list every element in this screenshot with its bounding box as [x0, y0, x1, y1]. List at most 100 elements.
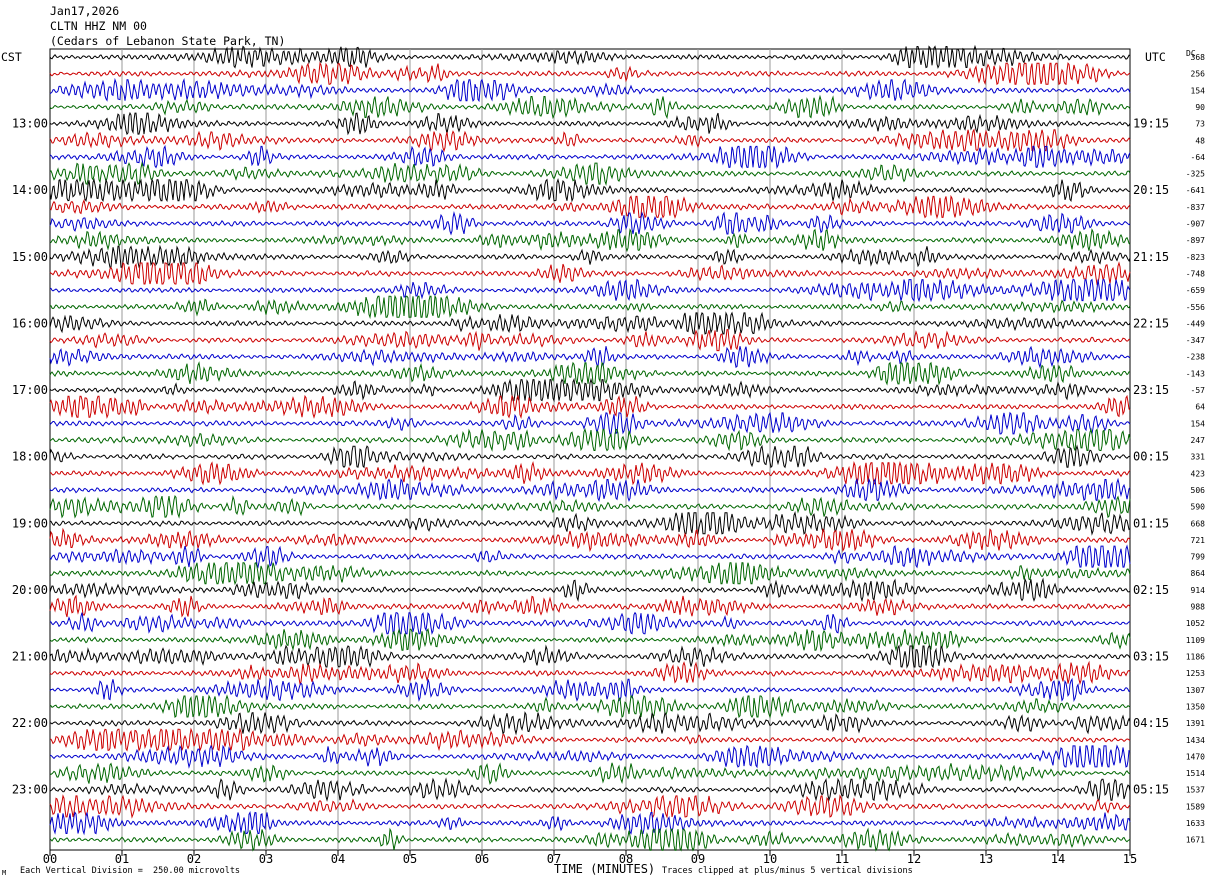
- seismic-trace: [49, 44, 1131, 69]
- dc-offset-label: 988: [1191, 603, 1206, 612]
- dc-offset-label: -641: [1186, 186, 1205, 195]
- seismic-trace: [49, 194, 1131, 220]
- x-tick-label: 03: [259, 852, 273, 866]
- x-tick-label: 11: [835, 852, 849, 866]
- right-hour-label: 02:15: [1133, 583, 1169, 597]
- seismic-trace: [50, 727, 1131, 753]
- dc-offset-label: 1186: [1186, 652, 1205, 661]
- seismic-trace: [49, 144, 1131, 170]
- left-hour-label: 14:00: [12, 183, 48, 197]
- dc-offset-label: 914: [1191, 586, 1206, 595]
- dc-offset-label: 506: [1191, 486, 1206, 495]
- seismic-trace: [49, 827, 1131, 852]
- seismic-trace: [49, 594, 1131, 618]
- dc-offset-label: 331: [1191, 453, 1206, 462]
- right-hour-label: 04:15: [1133, 716, 1169, 730]
- seismic-trace: [49, 311, 1131, 335]
- seismic-trace: [49, 77, 1131, 103]
- right-hour-label: 21:15: [1133, 250, 1169, 264]
- seismic-trace: [49, 345, 1131, 369]
- seismic-trace: [49, 511, 1131, 536]
- x-tick-label: 09: [691, 852, 705, 866]
- dc-offset-label: 154: [1191, 419, 1206, 428]
- dc-offset-label: 1589: [1186, 802, 1205, 811]
- corner-mark: M: [2, 869, 7, 877]
- dc-offset-label: 1052: [1186, 619, 1205, 628]
- seismic-trace: [49, 377, 1131, 403]
- right-hour-label: 20:15: [1133, 183, 1169, 197]
- left-hour-label: 19:00: [12, 516, 48, 530]
- right-hour-label: 03:15: [1133, 649, 1169, 663]
- seismic-trace: [49, 777, 1131, 802]
- dc-offset-label: 423: [1191, 469, 1206, 478]
- right-hour-label: 23:15: [1133, 383, 1169, 397]
- dc-offset-label: 1633: [1186, 819, 1205, 828]
- dc-offset-label: -325: [1186, 170, 1205, 179]
- dc-offset-label: -748: [1186, 269, 1205, 278]
- dc-offset-label: 1350: [1186, 702, 1205, 711]
- seismic-trace: [49, 810, 1131, 836]
- dc-offset-label: 1109: [1186, 636, 1205, 645]
- x-tick-label: 02: [187, 852, 201, 866]
- x-tick-label: 00: [43, 852, 57, 866]
- left-hour-label: 15:00: [12, 250, 48, 264]
- seismic-trace: [49, 794, 1131, 819]
- dc-offset-label: 256: [1191, 70, 1206, 79]
- dc-offset-label: 247: [1191, 436, 1206, 445]
- x-tick-label: 01: [115, 852, 129, 866]
- x-tick-label: 12: [907, 852, 921, 866]
- x-tick-label: 15: [1123, 852, 1137, 866]
- dc-offset-label: 48: [1195, 136, 1205, 145]
- dc-offset-label: 154: [1191, 86, 1206, 95]
- seismic-trace: [49, 494, 1131, 519]
- dc-offset-label: -64: [1191, 153, 1206, 162]
- dc-offset-label: -897: [1186, 236, 1205, 245]
- header-date: Jan17,2026: [50, 4, 120, 18]
- x-tick-label: 13: [979, 852, 993, 866]
- dc-offset-label: 1253: [1186, 669, 1205, 678]
- right-hour-label: 01:15: [1133, 516, 1169, 530]
- seismic-trace: [49, 394, 1131, 419]
- dc-offset-label: -57: [1191, 386, 1206, 395]
- seismic-trace: [49, 660, 1131, 686]
- scale-note: Each Vertical Division = 250.00 microvol…: [20, 866, 241, 876]
- seismic-trace: [49, 628, 1131, 653]
- seismic-trace: [49, 294, 1131, 320]
- dc-offset-label: -837: [1186, 203, 1205, 212]
- seismic-trace: [49, 244, 1131, 269]
- dc-offset-label: 668: [1191, 519, 1206, 528]
- seismic-trace: [49, 228, 1131, 253]
- seismic-trace: [49, 111, 1131, 136]
- dc-offset-label: 721: [1191, 536, 1206, 545]
- left-hour-label: 17:00: [12, 383, 48, 397]
- seismic-trace: [49, 544, 1131, 569]
- x-axis-title: TIME (MINUTES): [554, 862, 656, 876]
- right-hour-label: 05:15: [1133, 783, 1169, 797]
- dc-offset-label: 1307: [1186, 686, 1205, 695]
- right-hour-label: 22:15: [1133, 316, 1169, 330]
- dc-offset-label: -347: [1186, 336, 1205, 345]
- clip-note: Traces clipped at plus/minus 5 vertical …: [662, 866, 913, 876]
- dc-offset-label: 1391: [1186, 719, 1205, 728]
- dc-offset-label: 64: [1195, 403, 1205, 412]
- seismic-trace: [49, 762, 1131, 785]
- seismic-trace: [49, 694, 1131, 719]
- seismic-trace: [49, 361, 1131, 386]
- x-tick-label: 08: [619, 852, 633, 866]
- right-hour-label: 00:15: [1133, 450, 1169, 464]
- dc-offset-label: 799: [1191, 553, 1206, 562]
- left-hour-label: 18:00: [12, 450, 48, 464]
- dc-offset-label: 1514: [1186, 769, 1205, 778]
- left-hour-label: 21:00: [12, 649, 48, 663]
- x-tick-label: 05: [403, 852, 417, 866]
- x-tick-label: 07: [547, 852, 561, 866]
- dc-offset-label: -449: [1186, 319, 1205, 328]
- dc-label: DC: [1186, 49, 1196, 58]
- x-tick-label: 14: [1051, 852, 1065, 866]
- seismic-trace: [49, 477, 1131, 503]
- dc-offset-label: -907: [1186, 220, 1205, 229]
- right-hour-label: 19:15: [1133, 117, 1169, 131]
- x-tick-label: 06: [475, 852, 489, 866]
- plot-frame: [49, 48, 1131, 851]
